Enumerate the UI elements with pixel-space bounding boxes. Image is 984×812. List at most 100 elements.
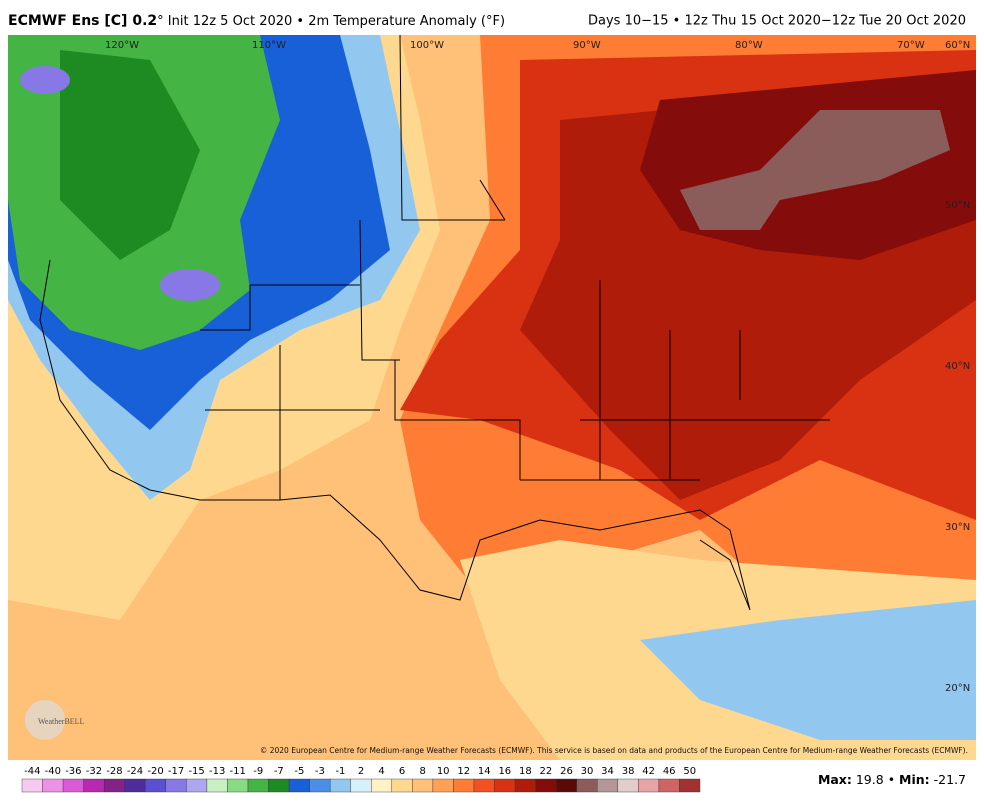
- colorbar-cell: [514, 778, 536, 793]
- borders: [200, 34, 830, 500]
- colorbar-cell: [535, 778, 557, 793]
- colorbar-label: 30: [581, 766, 594, 777]
- colorbar-cell: [453, 778, 475, 793]
- colorbar-cell: [576, 778, 598, 793]
- header-title: ECMWF Ens [C] 0.2° Init 12z 5 Oct 2020 •…: [8, 13, 505, 29]
- colorbar-cell: [124, 778, 146, 793]
- lat-label: 20°N: [945, 683, 970, 694]
- colorbar-cell: [145, 778, 167, 793]
- colorbar-label: 14: [478, 766, 491, 777]
- logo: WeatherBELL: [38, 717, 85, 726]
- colorbar-cell: [432, 778, 454, 793]
- separator: •: [888, 772, 895, 787]
- colorbar-label: -15: [188, 766, 204, 777]
- lon-label: 110°W: [252, 40, 286, 51]
- lat-label: 60°N: [945, 40, 970, 51]
- colorbar-cell: [473, 778, 495, 793]
- colorbar-cell: [83, 778, 105, 793]
- colorbar-cell: [186, 778, 208, 793]
- region: [20, 66, 70, 94]
- colorbar-label: 16: [498, 766, 511, 777]
- colorbar-label: -13: [209, 766, 225, 777]
- region: [640, 600, 976, 740]
- colorbar-cell: [247, 778, 269, 793]
- colorbar-label: 38: [622, 766, 635, 777]
- colorbar-cell: [329, 778, 351, 793]
- colorbar-label: 2: [358, 766, 364, 777]
- colorbar-label: 12: [457, 766, 470, 777]
- colorbar: -44 -40 -36 -32 -28 -24 -20 -17 -15 -13 -11 -9 -7 -5-…: [21, 766, 701, 793]
- colorbar-cell: [206, 778, 228, 793]
- colorbar-cell: [658, 778, 680, 793]
- colorbar-label: 22: [540, 766, 553, 777]
- colorbar-label: -5: [294, 766, 304, 777]
- colorbar-cell: [412, 778, 434, 793]
- lon-label: 70°W: [897, 40, 925, 51]
- colorbar-cell: [42, 778, 64, 793]
- colorbar-label: -24: [127, 766, 143, 777]
- colorbar-cell: [165, 778, 187, 793]
- copyright: © 2020 European Centre for Medium-range …: [260, 746, 968, 755]
- colorbar-cell: [268, 778, 290, 793]
- colorbar-label: 50: [683, 766, 696, 777]
- colorbar-cell: [371, 778, 393, 793]
- stats: Max: 19.8 • Min: -21.7: [818, 772, 966, 787]
- logo-icon: [25, 700, 65, 740]
- colorbar-cell: [597, 778, 619, 793]
- colorbar-label: 26: [560, 766, 573, 777]
- colorbar-label: -44: [24, 766, 40, 777]
- colorbar-label: -11: [230, 766, 246, 777]
- lat-label: 30°N: [945, 522, 970, 533]
- colorbar-cell: [288, 778, 310, 793]
- colorbar-label: -7: [274, 766, 284, 777]
- colorbar-label: -3: [315, 766, 325, 777]
- coastline: [39, 259, 751, 611]
- colorbar-label: -1: [335, 766, 345, 777]
- colorbar-label: -17: [168, 766, 184, 777]
- colorbar-cell: [638, 778, 660, 793]
- colorbar-cell: [103, 778, 125, 793]
- colorbar-label: 46: [663, 766, 676, 777]
- colorbar-label: -32: [86, 766, 102, 777]
- colorbar-cell: [62, 778, 84, 793]
- colorbar-label: 18: [519, 766, 532, 777]
- colorbar-cell: [391, 778, 413, 793]
- colorbar-cell: [494, 778, 516, 793]
- colorbar-cell: [227, 778, 249, 793]
- min: -21.7: [934, 772, 966, 787]
- colorbar-label: 4: [378, 766, 384, 777]
- region: [60, 50, 200, 260]
- colorbar-label: -40: [45, 766, 61, 777]
- lon-label: 80°W: [735, 40, 763, 51]
- lon-label: 120°W: [105, 40, 139, 51]
- colorbar-label: 34: [601, 766, 614, 777]
- min-label: Min:: [899, 772, 930, 787]
- colorbar-label: -9: [253, 766, 263, 777]
- lat-label: 40°N: [945, 361, 970, 372]
- colorbar-label: 10: [437, 766, 450, 777]
- colorbar-label: -36: [65, 766, 81, 777]
- lon-label: 90°W: [573, 40, 601, 51]
- lon-label: 100°W: [410, 40, 444, 51]
- colorbar-cell: [555, 778, 577, 793]
- lat-label: 50°N: [945, 200, 970, 211]
- colorbar-cell: [309, 778, 331, 793]
- colorbar-label: 6: [399, 766, 405, 777]
- colorbar-cell: [679, 778, 701, 793]
- colorbar-cell: [21, 778, 43, 793]
- region: [680, 110, 950, 230]
- title-rest: ° Init 12z 5 Oct 2020 • 2m Temperature A…: [157, 14, 505, 29]
- colorbar-label: -28: [106, 766, 122, 777]
- map: 120°W 110°W 100°W 90°W 80°W 70°W 60°N 50…: [8, 34, 976, 760]
- title-bold: ECMWF Ens [C] 0.2: [8, 13, 157, 29]
- max: 19.8: [856, 772, 884, 787]
- colorbar-cell: [350, 778, 372, 793]
- colorbar-label: 8: [419, 766, 425, 777]
- region: [160, 269, 220, 301]
- header-right: Days 10−15 • 12z Thu 15 Oct 2020−12z Tue…: [588, 14, 966, 29]
- max-label: Max:: [818, 772, 852, 787]
- colorbar-label: -20: [147, 766, 163, 777]
- colorbar-label: 42: [642, 766, 655, 777]
- colorbar-cell: [617, 778, 639, 793]
